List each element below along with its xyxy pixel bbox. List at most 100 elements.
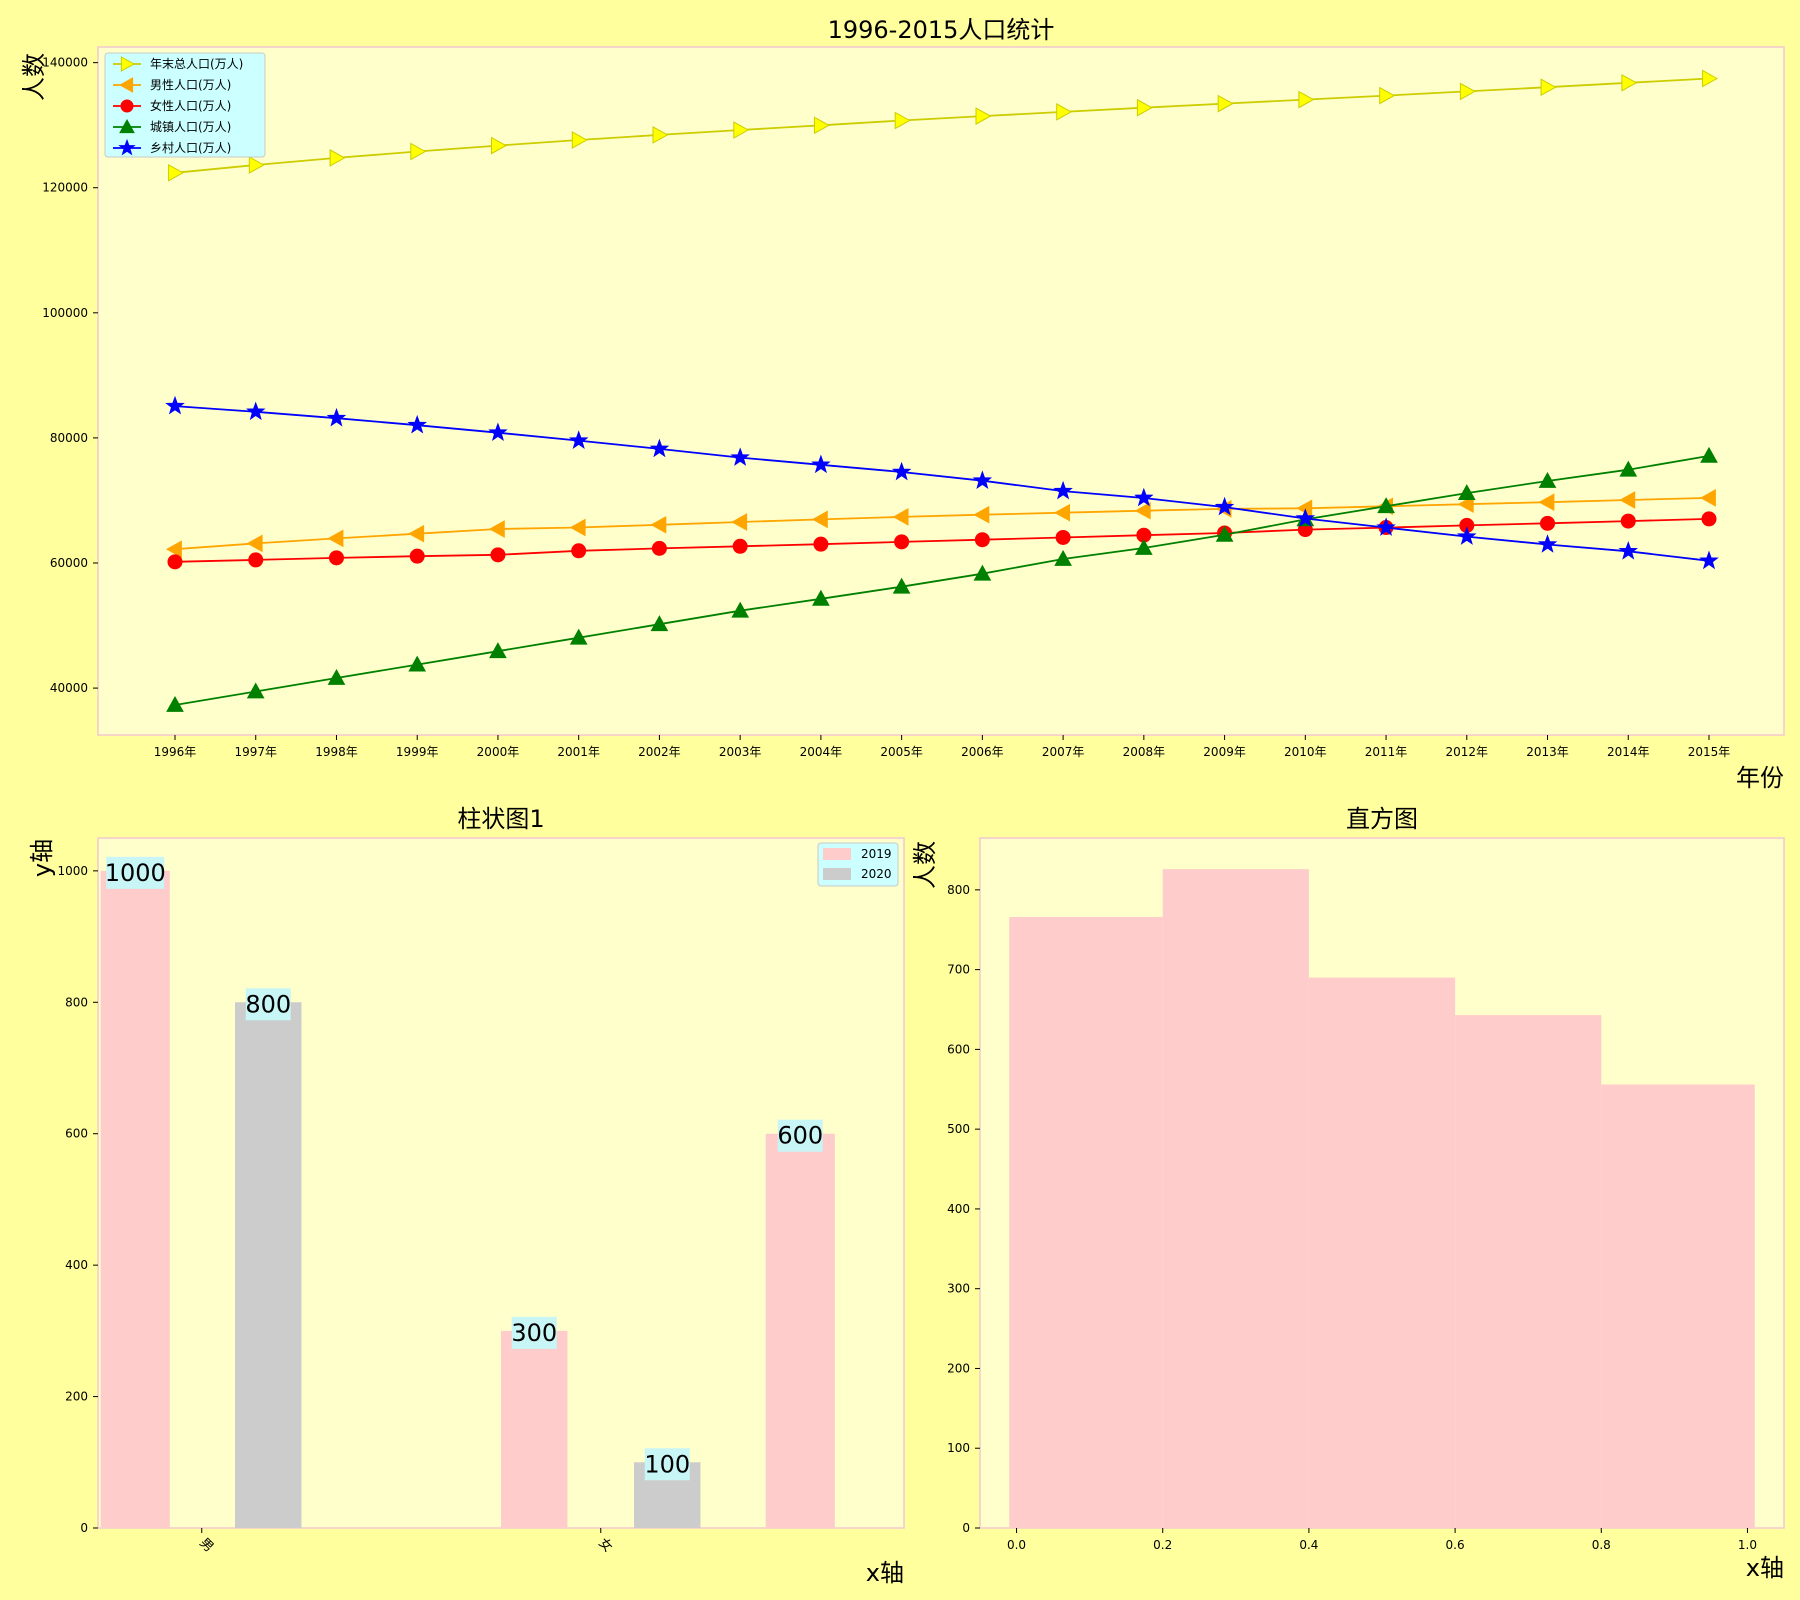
data-point [1540, 78, 1557, 97]
legend-label: 女性人口(万人) [150, 98, 231, 113]
y-tick-label: 140000 [42, 56, 88, 70]
bar-chart-xlabel: x轴 [866, 1559, 904, 1587]
histogram-chart: 0.0 0.2 0.4 0.6 0.8 1.0 0 100 200 300 400 500 600 70… [911, 805, 1785, 1582]
data-point [892, 508, 909, 526]
data-point [1215, 525, 1234, 542]
x-tick-label: 0.4 [1299, 1538, 1318, 1552]
data-point [1699, 489, 1716, 507]
legend-marker [118, 138, 136, 156]
bar [100, 870, 170, 1528]
bar-label-box [245, 988, 291, 1021]
histogram-title: 直方图 [1346, 805, 1418, 833]
data-point [328, 550, 344, 566]
bar-label-box [644, 1448, 690, 1481]
data-point [408, 524, 425, 543]
data-point [1457, 484, 1476, 500]
legend-marker [120, 56, 136, 72]
bar-label-box [511, 1316, 557, 1349]
data-point [1700, 446, 1718, 463]
data-point [972, 470, 993, 489]
bar-chart: 1000 800 300 100 600 男 女 0 200 400 600 800 1000 柱状… [28, 805, 905, 1587]
data-point [811, 510, 828, 529]
data-point [1134, 538, 1153, 555]
data-point [1377, 497, 1395, 514]
data-point [569, 628, 588, 645]
data-point [1054, 549, 1072, 566]
x-tick-label: 2003年 [719, 745, 762, 759]
bar-chart-ylabel: y轴 [28, 839, 56, 877]
data-point [571, 131, 588, 149]
x-tick-label: 2001年 [557, 745, 600, 759]
line-chart-legend: 年末总人口(万人) 男性人口(万人) 女性人口(万人) 城镇人口(万人) 乡村人口(万人… [104, 52, 266, 158]
x-tick-label: 0.2 [1153, 1538, 1172, 1552]
legend-label: 2020 [861, 867, 892, 881]
histogram-bar [1009, 916, 1163, 1528]
data-point [1134, 487, 1154, 507]
bar-value-label: 300 [511, 1319, 557, 1347]
data-point [894, 111, 911, 130]
data-point [1457, 495, 1474, 514]
y-tick-label: 400 [65, 1258, 88, 1272]
data-point [568, 430, 589, 450]
x-tick-label: 2007年 [1042, 745, 1085, 759]
line-chart-ylabel: 人数 [20, 53, 48, 101]
histogram-xlabel: x轴 [1746, 1554, 1784, 1582]
data-point [1376, 517, 1396, 536]
data-point [245, 401, 266, 421]
y-tick-label: 300 [947, 1282, 970, 1296]
y-tick-label: 100000 [42, 306, 88, 320]
data-point [491, 136, 507, 155]
bar-label-box [777, 1119, 823, 1152]
y-tick-label: 120000 [42, 181, 88, 195]
bar [765, 1133, 835, 1528]
data-point [892, 577, 911, 594]
x-tick-label: 1998年 [315, 745, 358, 759]
x-tick-label: 1997年 [234, 745, 277, 759]
legend-label: 男性人口(万人) [150, 78, 231, 92]
data-point [975, 107, 992, 125]
series-2 [165, 489, 1716, 559]
data-point [813, 536, 829, 552]
data-point [165, 395, 185, 415]
bar-value-label: 100 [644, 1450, 690, 1478]
legend-label: 乡村人口(万人) [150, 141, 231, 155]
data-point [246, 682, 265, 699]
data-point [489, 642, 507, 659]
x-tick-label: 2004年 [800, 745, 843, 759]
bar-value-label: 600 [777, 1122, 823, 1150]
data-point [733, 121, 750, 139]
histogram-bar [1162, 869, 1309, 1528]
data-point [812, 589, 830, 606]
x-tick-label: 2008年 [1123, 745, 1166, 759]
x-tick-label: 2011年 [1365, 745, 1408, 759]
data-point [1537, 534, 1558, 553]
data-point [650, 515, 667, 534]
data-point [1538, 471, 1557, 488]
legend-label: 2019 [861, 847, 892, 861]
data-point [490, 547, 506, 563]
data-point [732, 538, 748, 554]
data-point [167, 554, 183, 570]
data-point [894, 534, 910, 550]
data-point [248, 552, 264, 568]
bar [501, 1330, 568, 1528]
data-point [410, 142, 427, 161]
line-chart-xlabel: 年份 [1736, 764, 1784, 792]
data-point [891, 461, 912, 481]
series-4 [166, 446, 1718, 712]
data-point [408, 655, 427, 672]
x-tick-label: 女 [595, 1535, 616, 1556]
data-point [488, 422, 508, 441]
x-tick-label: 2014年 [1607, 745, 1650, 759]
y-tick-label: 200 [65, 1390, 88, 1404]
series-line [174, 455, 1710, 706]
x-tick-label: 2010年 [1284, 745, 1327, 759]
series-5 [165, 395, 1719, 570]
data-point [1459, 82, 1476, 101]
series-line [174, 497, 1710, 551]
x-tick-label: 男 [196, 1536, 216, 1556]
legend-label: 年末总人口(万人) [150, 57, 243, 71]
x-tick-label: 0.0 [1007, 1538, 1026, 1552]
y-tick-label: 700 [947, 963, 970, 977]
